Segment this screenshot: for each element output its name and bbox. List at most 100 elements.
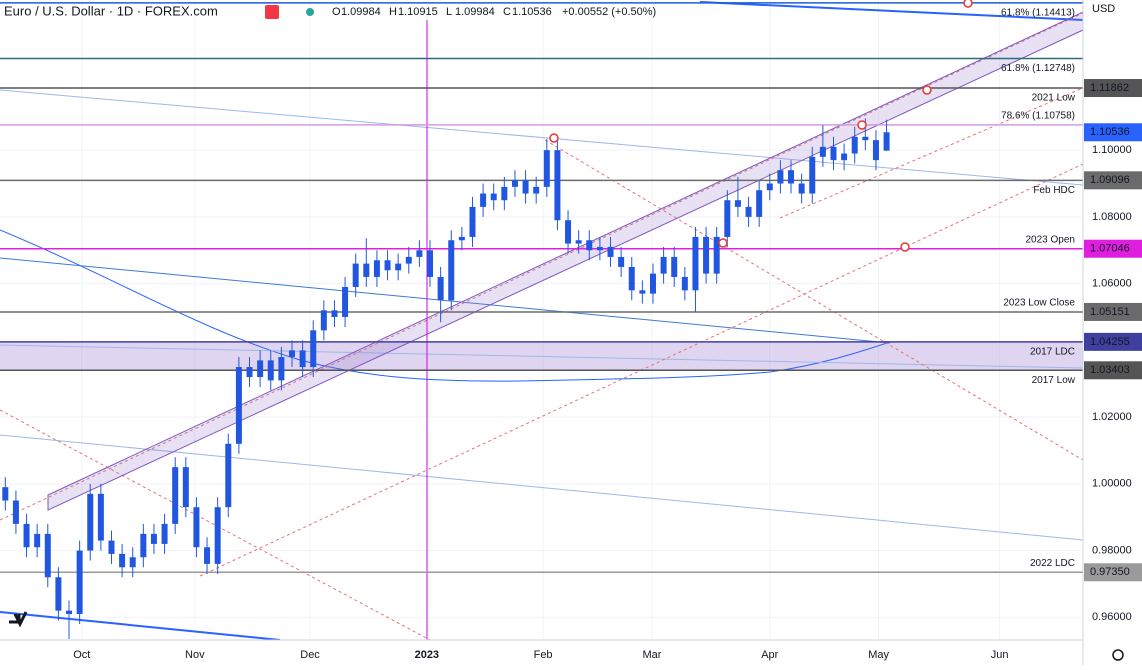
ohlc-value: 1.09984 bbox=[455, 6, 495, 18]
candle-body bbox=[448, 240, 455, 301]
channel-line bbox=[779, 87, 1084, 219]
pivot-marker bbox=[857, 120, 867, 130]
candle-body bbox=[395, 263, 402, 271]
candle-body bbox=[618, 256, 625, 267]
pivot-marker bbox=[549, 133, 559, 143]
candle-body bbox=[596, 246, 603, 251]
level-price-label: 1.07046 bbox=[1090, 243, 1130, 255]
settings-icon[interactable] bbox=[1112, 649, 1124, 661]
pivot-markers bbox=[549, 0, 973, 252]
candle-body bbox=[2, 487, 9, 501]
y-tick-label: 1.08000 bbox=[1092, 211, 1132, 223]
ohlc-key: H bbox=[389, 6, 397, 18]
candle-body bbox=[639, 290, 646, 294]
candle-body bbox=[458, 236, 465, 241]
pivot-marker bbox=[900, 242, 910, 252]
y-tick-label: 1.00000 bbox=[1092, 478, 1132, 490]
candle-body bbox=[554, 150, 561, 221]
candle-body bbox=[23, 523, 30, 548]
candle-body bbox=[522, 180, 529, 194]
x-tick-label: Feb bbox=[534, 649, 553, 661]
level-name: Feb HDC bbox=[1033, 185, 1075, 196]
x-tick-label: May bbox=[868, 649, 889, 661]
last-price-box bbox=[1084, 123, 1142, 142]
candle-body bbox=[533, 186, 540, 194]
candle-body bbox=[830, 146, 837, 161]
candle-body bbox=[140, 533, 147, 558]
trend-line bbox=[0, 257, 891, 344]
candle-body bbox=[310, 330, 317, 368]
candle-body bbox=[703, 236, 710, 274]
x-tick-label: Oct bbox=[73, 649, 90, 661]
candle-body bbox=[299, 350, 306, 368]
symbol-title: Euro / U.S. Dollar · 1D · FOREX.com bbox=[4, 3, 218, 18]
candle-body bbox=[575, 240, 582, 244]
candle-body bbox=[713, 236, 720, 274]
candle-body bbox=[862, 136, 869, 141]
candle-body bbox=[883, 132, 890, 151]
candle-body bbox=[788, 170, 795, 184]
candle-body bbox=[267, 360, 274, 381]
candle-body bbox=[97, 493, 104, 541]
candle-body bbox=[681, 276, 688, 291]
ohlc-value: 1.10536 bbox=[512, 6, 552, 18]
currency-label[interactable]: USD bbox=[1092, 3, 1115, 15]
candle-body bbox=[660, 256, 667, 274]
candle-body bbox=[172, 467, 179, 524]
logo bbox=[9, 611, 28, 628]
level-name: 2021 Low bbox=[1032, 93, 1076, 104]
level-price-label: 1.03403 bbox=[1090, 364, 1130, 376]
x-tick-label: Jun bbox=[991, 649, 1009, 661]
x-tick-label: Nov bbox=[185, 649, 205, 661]
pivot-marker bbox=[922, 85, 932, 95]
candle-body bbox=[405, 256, 412, 264]
candle-body bbox=[819, 146, 826, 157]
candle-body bbox=[628, 266, 635, 291]
candle-body bbox=[841, 153, 848, 161]
level-name: 2022 LDC bbox=[1030, 558, 1075, 569]
candle-body bbox=[766, 183, 773, 191]
candle-body bbox=[129, 557, 136, 568]
candle-body bbox=[182, 467, 189, 508]
candle-body bbox=[671, 256, 678, 277]
ohlc-change: +0.00552 (+0.50%) bbox=[562, 6, 656, 18]
candle-body bbox=[872, 140, 879, 161]
x-tick-label: Dec bbox=[300, 649, 320, 661]
trend-line bbox=[0, 344, 1084, 369]
candle-body bbox=[501, 186, 508, 201]
candle-body bbox=[416, 250, 423, 257]
ohlc-value: 1.10915 bbox=[398, 6, 438, 18]
candle-body bbox=[586, 240, 593, 251]
candle-body bbox=[363, 263, 370, 277]
candle-body bbox=[565, 220, 572, 244]
candle-body bbox=[511, 180, 518, 187]
candle-body bbox=[331, 310, 338, 317]
ohlc-key: L bbox=[446, 6, 452, 18]
candle-body bbox=[352, 263, 359, 287]
level-price-label: 0.97350 bbox=[1090, 566, 1130, 578]
y-tick-label: 1.06000 bbox=[1092, 278, 1132, 290]
level-name: 2023 Low Close bbox=[1003, 298, 1075, 309]
candle-body bbox=[745, 206, 752, 217]
pivot-marker bbox=[963, 0, 973, 8]
candle-body bbox=[756, 190, 763, 217]
candle-body bbox=[649, 273, 656, 294]
x-tick-label: Mar bbox=[642, 649, 661, 661]
level-price-box bbox=[1084, 302, 1142, 321]
x-tick-label: 2023 bbox=[415, 649, 439, 661]
candle-body bbox=[480, 193, 487, 207]
trend-line bbox=[0, 434, 1084, 541]
candle-body bbox=[777, 170, 784, 184]
flag-icon[interactable] bbox=[265, 5, 279, 19]
candle-body bbox=[66, 610, 73, 614]
level-price-box bbox=[1084, 79, 1142, 98]
candle-body bbox=[373, 260, 380, 277]
candle-body bbox=[320, 310, 327, 331]
candle-body bbox=[724, 200, 731, 237]
candle-body bbox=[76, 550, 83, 614]
candle-body bbox=[87, 493, 94, 551]
candle-body bbox=[607, 246, 614, 257]
candle-body bbox=[193, 507, 200, 548]
candle-body bbox=[34, 533, 41, 548]
